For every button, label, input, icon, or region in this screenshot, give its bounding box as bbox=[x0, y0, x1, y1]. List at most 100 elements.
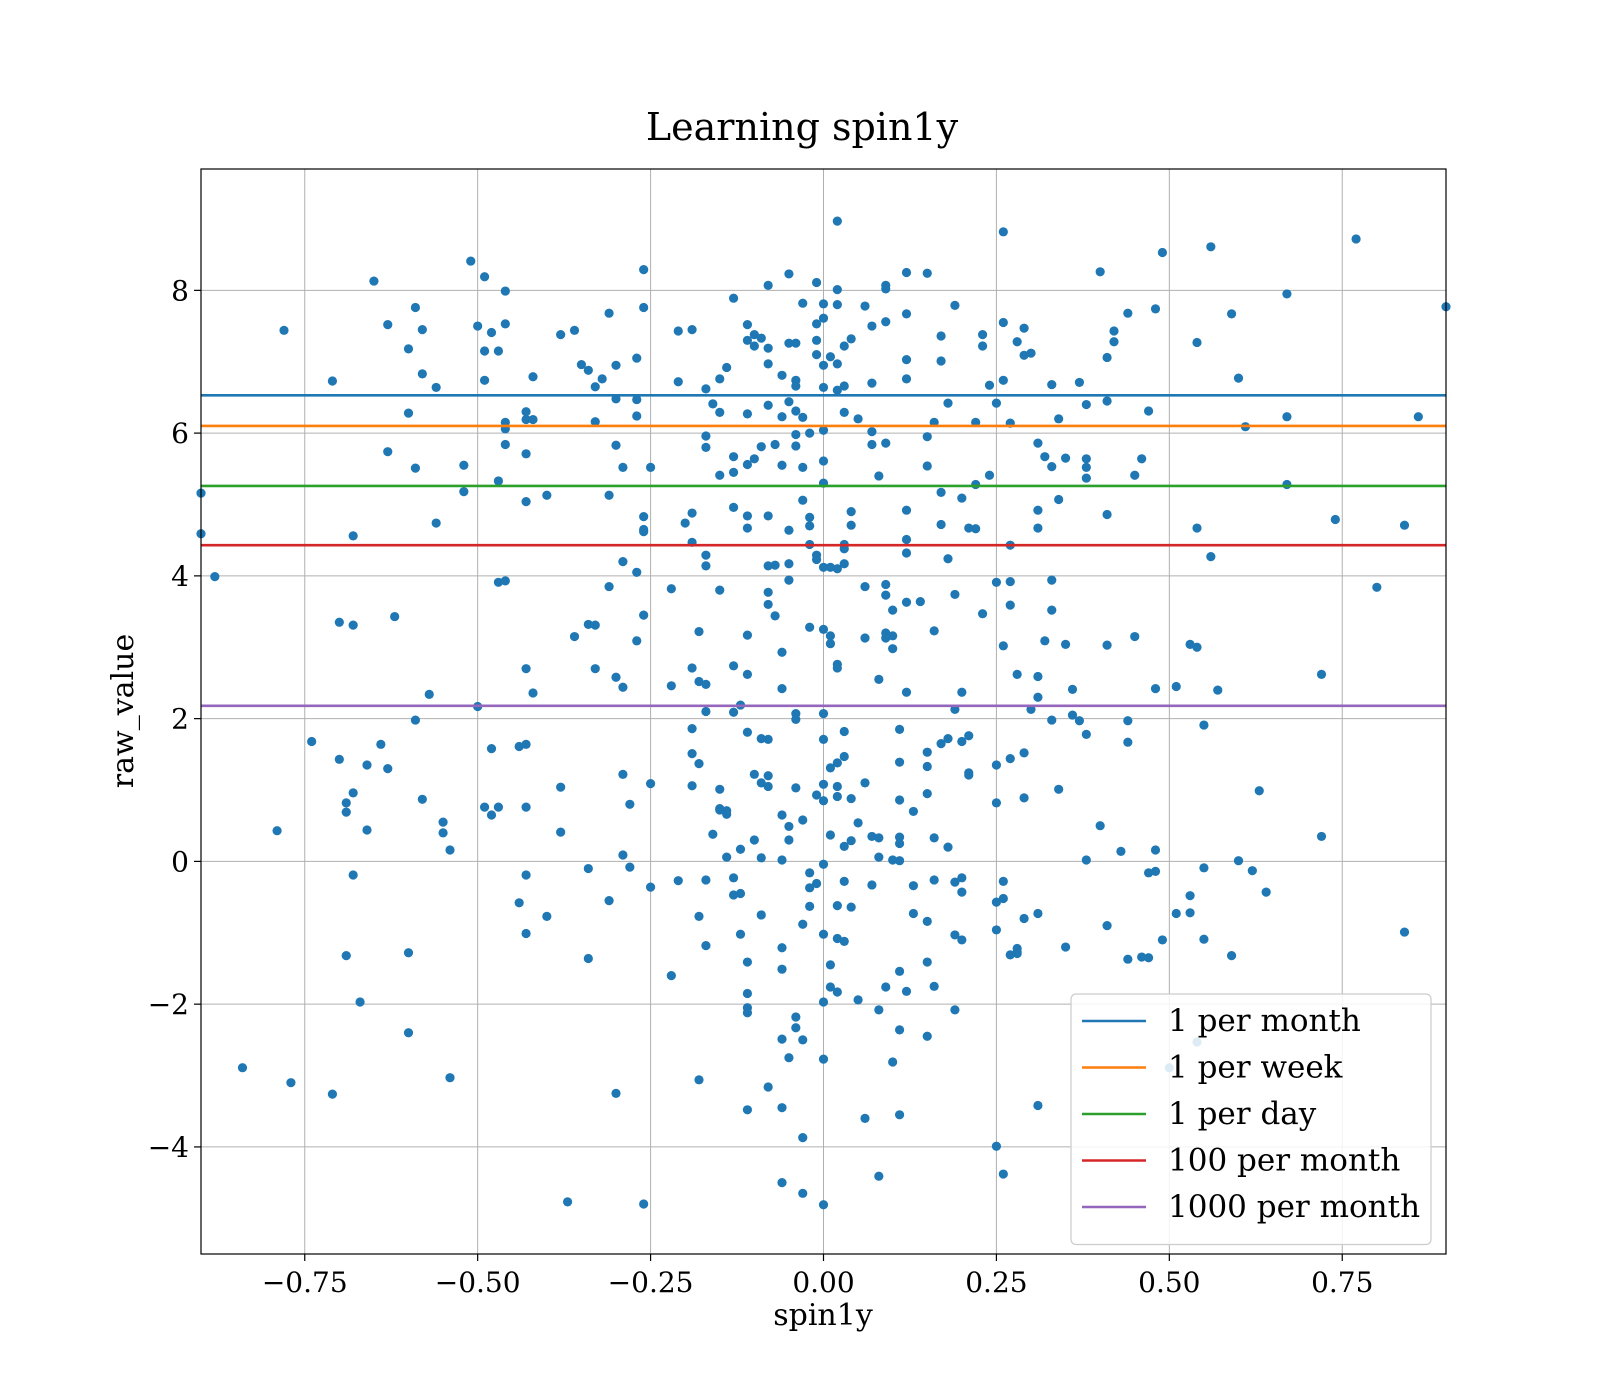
data-point bbox=[673, 876, 683, 886]
data-point bbox=[818, 779, 829, 789]
data-point bbox=[888, 631, 898, 641]
data-point bbox=[1316, 831, 1327, 842]
data-point bbox=[991, 398, 1002, 408]
data-point bbox=[604, 490, 614, 500]
data-point bbox=[832, 758, 842, 768]
data-point bbox=[798, 1188, 808, 1198]
data-point bbox=[521, 928, 531, 939]
data-point bbox=[348, 620, 358, 630]
data-point bbox=[881, 633, 891, 643]
data-point bbox=[1060, 453, 1071, 463]
legend-label: 1000 per month bbox=[1168, 1189, 1420, 1225]
y-tick-label: −2 bbox=[148, 988, 189, 1021]
data-point bbox=[500, 286, 510, 296]
data-point bbox=[493, 346, 504, 356]
data-point bbox=[410, 302, 421, 313]
data-point bbox=[832, 385, 842, 395]
data-point bbox=[479, 802, 490, 812]
data-point bbox=[867, 831, 877, 842]
data-point bbox=[1192, 523, 1202, 533]
data-point bbox=[1372, 582, 1382, 592]
data-point bbox=[486, 744, 497, 754]
data-point bbox=[1137, 454, 1147, 464]
data-point bbox=[1199, 863, 1209, 873]
data-point bbox=[500, 319, 510, 329]
data-point bbox=[874, 852, 884, 862]
data-point bbox=[618, 850, 628, 860]
data-point bbox=[853, 995, 863, 1005]
data-point bbox=[867, 880, 877, 890]
data-point bbox=[874, 674, 884, 684]
data-point bbox=[770, 560, 780, 570]
data-point bbox=[1033, 1100, 1043, 1111]
data-point bbox=[479, 272, 490, 282]
data-point bbox=[1033, 671, 1043, 682]
data-point bbox=[998, 227, 1008, 237]
data-point bbox=[1012, 948, 1022, 959]
data-point bbox=[514, 741, 524, 752]
data-point bbox=[998, 876, 1008, 886]
data-point bbox=[846, 520, 856, 530]
data-point bbox=[1150, 304, 1161, 314]
data-point bbox=[791, 783, 801, 793]
data-point bbox=[1206, 242, 1216, 252]
data-point bbox=[922, 916, 932, 926]
data-point bbox=[742, 459, 753, 470]
data-point bbox=[825, 562, 836, 572]
data-point bbox=[611, 672, 621, 682]
data-point bbox=[908, 806, 919, 817]
data-point bbox=[383, 447, 393, 457]
data-point bbox=[998, 641, 1008, 651]
data-point bbox=[805, 428, 815, 438]
data-point bbox=[1081, 473, 1091, 483]
data-point bbox=[687, 508, 697, 518]
data-point bbox=[818, 1054, 829, 1064]
data-point bbox=[991, 897, 1002, 907]
data-point bbox=[645, 882, 656, 892]
data-point bbox=[569, 631, 580, 642]
legend-label: 100 per month bbox=[1168, 1143, 1400, 1179]
data-point bbox=[742, 1008, 753, 1018]
data-point bbox=[687, 325, 697, 335]
data-point bbox=[860, 633, 870, 643]
data-point bbox=[618, 682, 628, 692]
data-point bbox=[950, 930, 960, 940]
x-tick-label: 0.00 bbox=[792, 1266, 854, 1299]
data-point bbox=[860, 1113, 870, 1123]
data-point bbox=[853, 818, 863, 828]
data-point bbox=[742, 1105, 753, 1115]
data-points bbox=[196, 216, 1451, 1210]
data-point bbox=[901, 354, 912, 365]
data-point bbox=[818, 425, 829, 435]
data-point bbox=[438, 817, 448, 827]
data-point bbox=[784, 821, 794, 832]
data-point bbox=[1060, 639, 1071, 650]
data-point bbox=[818, 382, 829, 393]
data-point bbox=[715, 374, 725, 384]
data-point bbox=[528, 688, 538, 698]
data-point bbox=[576, 359, 587, 370]
data-point bbox=[846, 507, 856, 517]
data-point bbox=[1012, 669, 1022, 679]
data-point bbox=[936, 356, 946, 366]
data-point bbox=[839, 876, 849, 886]
data-point bbox=[756, 442, 766, 452]
data-point bbox=[805, 521, 815, 531]
data-point bbox=[777, 460, 787, 470]
data-point bbox=[894, 1110, 905, 1120]
data-point bbox=[1047, 715, 1057, 725]
data-point bbox=[784, 559, 794, 569]
data-point bbox=[493, 577, 504, 587]
data-point bbox=[832, 300, 842, 310]
data-point bbox=[632, 636, 642, 646]
data-point bbox=[562, 1197, 573, 1207]
data-point bbox=[1102, 396, 1112, 406]
data-point bbox=[818, 1200, 829, 1210]
data-point bbox=[715, 784, 725, 794]
data-point bbox=[514, 898, 524, 908]
data-point bbox=[943, 842, 953, 852]
data-point bbox=[590, 417, 600, 427]
data-point bbox=[894, 966, 905, 976]
data-point bbox=[846, 902, 856, 912]
data-point bbox=[639, 1199, 649, 1209]
